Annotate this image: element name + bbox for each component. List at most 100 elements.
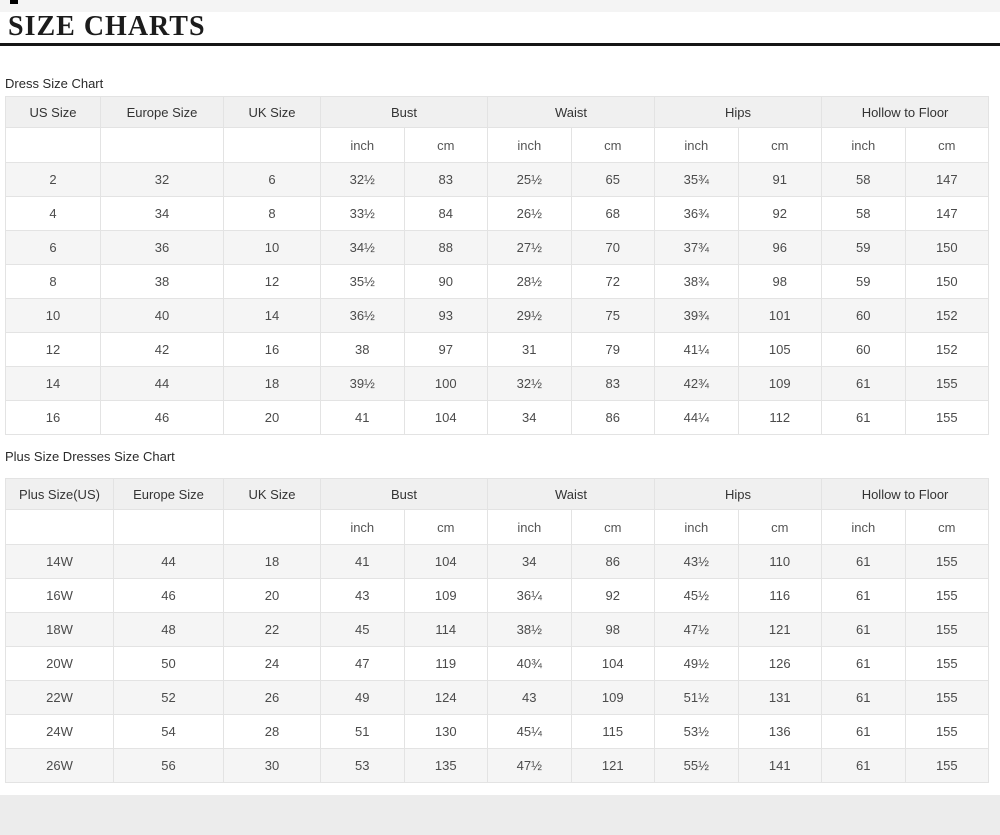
cell-value: 32½	[487, 366, 572, 401]
cell-value: 135	[403, 748, 489, 783]
cell-value: 84	[403, 196, 489, 231]
column-header-group: Bust	[319, 96, 489, 128]
cell-value: 14W	[5, 544, 114, 579]
cell-value: 22W	[5, 680, 114, 715]
plus-size-chart-section: Plus Size Dresses Size Chart Plus Size(U…	[0, 449, 1000, 783]
cell-value: 32	[100, 162, 224, 197]
unit-header: cm	[403, 127, 489, 163]
cell-value: 35¾	[654, 162, 739, 197]
column-header-group: Bust	[319, 478, 489, 510]
dress-size-chart-label: Dress Size Chart	[5, 76, 104, 91]
unit-header: cm	[737, 127, 823, 163]
cell-value: 32½	[320, 162, 405, 197]
plus-size-chart-label: Plus Size Dresses Size Chart	[5, 449, 175, 464]
cell-value: 126	[737, 646, 823, 681]
cell-value: 70	[570, 230, 656, 265]
cell-value: 68	[570, 196, 656, 231]
cell-value: 88	[403, 230, 489, 265]
cell-value: 46	[100, 400, 224, 435]
unit-header-row: inch cm inch cm inch cm inch cm	[5, 127, 990, 163]
cell-value: 92	[737, 196, 823, 231]
unit-header: cm	[737, 509, 823, 545]
unit-header: inch	[821, 127, 906, 163]
cell-value: 44	[113, 544, 224, 579]
cell-value: 96	[737, 230, 823, 265]
cell-value: 40¾	[487, 646, 572, 681]
table-row: 18W 48 22 45 114 38½ 98 47½ 121 61 155	[5, 612, 990, 647]
dress-size-chart-table: US Size Europe Size UK Size Bust Waist Hips Ho…	[5, 96, 990, 435]
unit-header: inch	[654, 509, 739, 545]
cell-value: 97	[403, 332, 489, 367]
column-header: Europe Size	[100, 96, 224, 128]
cell-value: 61	[821, 578, 906, 613]
table-row: 6 36 10 34½ 88 27½ 70 37¾ 96 59 150	[5, 230, 990, 265]
cell-value: 31	[487, 332, 572, 367]
cell-value: 91	[737, 162, 823, 197]
unit-header: inch	[654, 127, 739, 163]
cell-value: 10	[223, 230, 321, 265]
cell-value: 24W	[5, 714, 114, 749]
cell-value: 47½	[654, 612, 739, 647]
cell-value: 36½	[320, 298, 405, 333]
cell-value: 30	[223, 748, 321, 783]
cell-value: 34	[487, 400, 572, 435]
cell-value: 98	[570, 612, 656, 647]
table-row: 20W 50 24 47 119 40¾ 104 49½ 126 61 155	[5, 646, 990, 681]
cell-value: 61	[821, 646, 906, 681]
cell-value: 58	[821, 196, 906, 231]
cell-value: 155	[904, 400, 990, 435]
cell-value: 18	[223, 366, 321, 401]
cell-value: 112	[737, 400, 823, 435]
cell-value: 38	[320, 332, 405, 367]
column-header-group: Waist	[487, 96, 656, 128]
cell-value: 16W	[5, 578, 114, 613]
cell-value: 109	[737, 366, 823, 401]
page-title: SIZE CHARTS	[8, 11, 206, 42]
cell-value: 16	[5, 400, 101, 435]
cell-value: 51	[320, 714, 405, 749]
cell-value: 40	[100, 298, 224, 333]
cell-value: 60	[821, 298, 906, 333]
cell-value: 121	[570, 748, 656, 783]
cell-value: 59	[821, 230, 906, 265]
cell-value: 109	[570, 680, 656, 715]
cell-value: 72	[570, 264, 656, 299]
cell-value: 147	[904, 162, 990, 197]
column-header: UK Size	[223, 478, 321, 510]
cell-value: 130	[403, 714, 489, 749]
unit-header: cm	[904, 509, 990, 545]
table-row: 26W 56 30 53 135 47½ 121 55½ 141 61 155	[5, 748, 990, 783]
empty-cell	[5, 509, 114, 545]
unit-header: inch	[821, 509, 906, 545]
cell-value: 155	[904, 612, 990, 647]
dress-size-chart-section: Dress Size Chart US Size Europe Size UK Si…	[0, 76, 1000, 435]
top-strip	[0, 0, 1000, 12]
cell-value: 116	[737, 578, 823, 613]
cell-value: 155	[904, 578, 990, 613]
table-row: 16W 46 20 43 109 36¼ 92 45½ 116 61 155	[5, 578, 990, 613]
cell-value: 124	[403, 680, 489, 715]
cell-value: 79	[570, 332, 656, 367]
cell-value: 45	[320, 612, 405, 647]
plus-size-chart-table: Plus Size(US) Europe Size UK Size Bust Waist…	[5, 478, 990, 783]
cell-value: 26	[223, 680, 321, 715]
cell-value: 45¼	[487, 714, 572, 749]
column-header: US Size	[5, 96, 101, 128]
table-row: 24W 54 28 51 130 45¼ 115 53½ 136 61 155	[5, 714, 990, 749]
cell-value: 6	[223, 162, 321, 197]
footer-strip	[0, 795, 1000, 835]
cell-value: 14	[5, 366, 101, 401]
cell-value: 101	[737, 298, 823, 333]
unit-header: inch	[487, 509, 572, 545]
cell-value: 55½	[654, 748, 739, 783]
empty-cell	[5, 127, 101, 163]
cell-value: 61	[821, 612, 906, 647]
cell-value: 53½	[654, 714, 739, 749]
cell-value: 47½	[487, 748, 572, 783]
cell-value: 20	[223, 578, 321, 613]
cell-value: 49	[320, 680, 405, 715]
cell-value: 29½	[487, 298, 572, 333]
cell-value: 152	[904, 298, 990, 333]
cell-value: 44¼	[654, 400, 739, 435]
cell-value: 33½	[320, 196, 405, 231]
